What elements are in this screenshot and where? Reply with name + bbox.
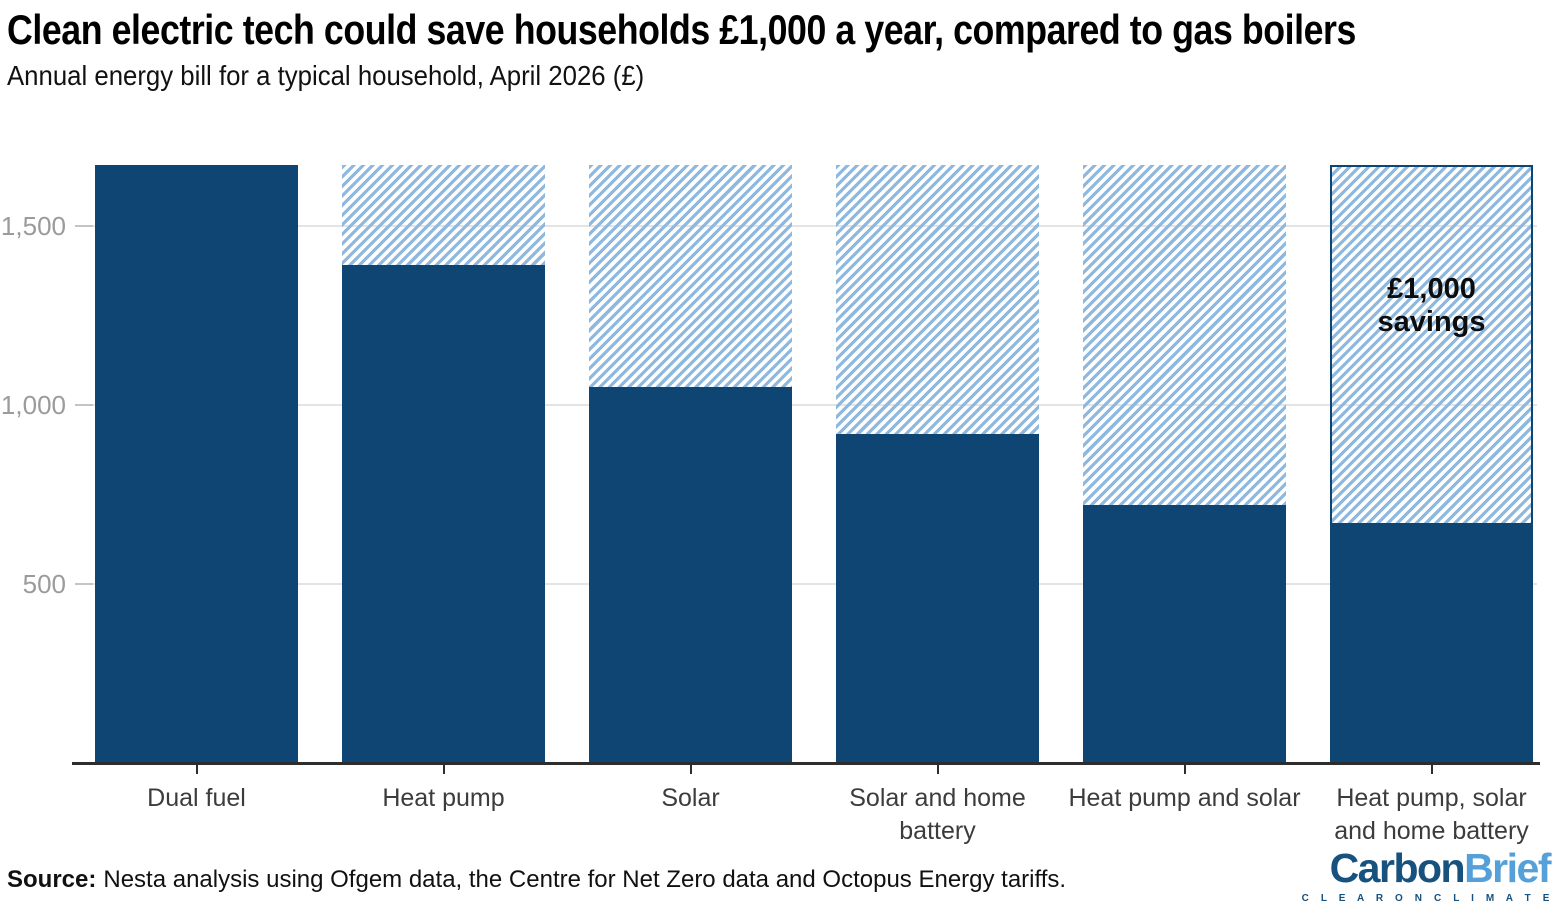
x-axis-tick [1430,765,1433,774]
bar-hatch-segment [342,165,545,266]
bar-solid-segment [1330,523,1533,763]
logo-wordmark: CarbonBrief [1302,845,1552,891]
y-axis-tick-label: 1,000 [0,389,66,420]
logo-tagline: C L E A R O N C L I M A T E [1301,893,1554,905]
gridline [75,224,1537,227]
source-text: Nesta analysis using Ofgem data, the Cen… [103,866,1067,893]
bar-2 [342,165,545,763]
x-axis-label: Solar [661,784,720,812]
gridline [75,403,1537,406]
x-axis-line [72,762,1540,765]
bar-solid-segment [95,165,298,763]
x-axis-tick [1183,765,1186,774]
savings-annotation: £1,000 savings [1377,273,1486,339]
source-note: Source: Nesta analysis using Ofgem data, … [7,866,1066,894]
bar-3 [589,165,792,763]
bar-hatch-segment [836,165,1039,434]
bar-hatch-segment [1330,165,1533,524]
y-axis-tick-label: 1,500 [0,210,66,241]
bar-solid-segment [1083,505,1286,763]
x-axis-tick [936,765,939,774]
chart-title: Clean electric tech could save household… [7,6,1356,53]
bar-solid-segment [836,433,1039,763]
bar-solid-segment [589,387,792,763]
bar-hatch-segment [1083,165,1286,506]
y-axis-tick [75,403,93,406]
bar-6: £1,000 savings [1330,165,1533,763]
x-axis-label: Heat pump and solar [1068,784,1301,812]
x-axis-label: Solar and home battery [849,784,1026,845]
gridline [75,582,1537,585]
x-axis-tick [442,765,445,774]
x-axis-tick [195,765,198,774]
x-axis-label: Heat pump, solar and home battery [1334,784,1529,845]
y-axis-tick-label: 500 [22,568,66,599]
carbonbrief-logo: CarbonBrief C L E A R O N C L I M A T E [1302,845,1552,904]
chart-subtitle: Annual energy bill for a typical househo… [7,60,645,91]
logo-carbon: Carbon [1329,845,1466,891]
logo-brief: Brief [1464,845,1551,891]
bar-5 [1083,165,1286,763]
source-label: Source: [7,866,97,893]
x-axis-label: Heat pump [382,784,505,812]
bar-1 [95,165,298,763]
y-axis-tick [75,582,93,585]
x-axis-tick [689,765,692,774]
bar-chart: 500 1,000 1,500 Dual fuel Heat pump Solar Sola… [0,165,1560,855]
y-axis-tick [75,224,93,227]
x-axis-label: Dual fuel [147,784,246,812]
bar-solid-segment [342,265,545,763]
bar-4 [836,165,1039,763]
bar-hatch-segment [589,165,792,387]
